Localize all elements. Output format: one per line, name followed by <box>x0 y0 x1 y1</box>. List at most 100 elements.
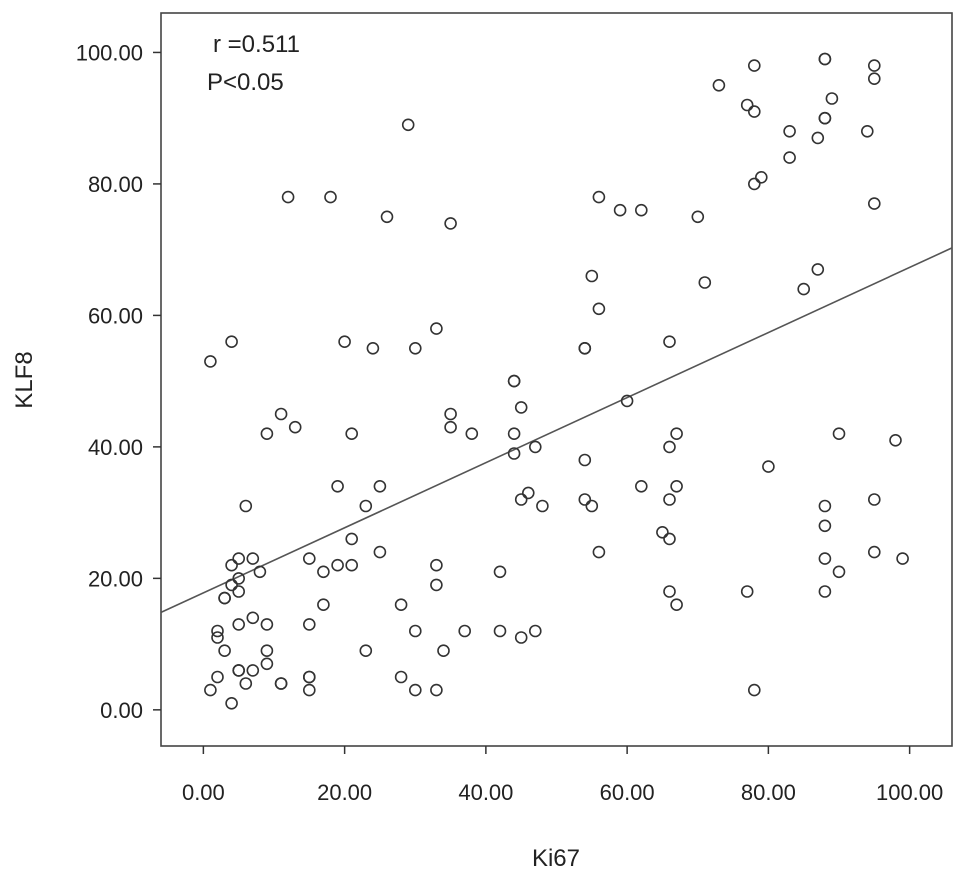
data-point-11 <box>225 558 238 572</box>
data-point-55 <box>401 118 415 132</box>
data-point-89 <box>592 302 606 316</box>
data-point-49 <box>366 341 380 355</box>
data-point-100 <box>663 335 676 349</box>
data-point-115 <box>783 151 796 164</box>
data-point-130 <box>832 427 846 441</box>
data-point-35 <box>302 670 316 684</box>
data-point-51 <box>373 479 387 493</box>
data-point-77 <box>514 401 528 414</box>
data-point-3 <box>211 670 224 684</box>
data-point-129 <box>832 565 846 579</box>
data-point-137 <box>889 433 902 447</box>
data-point-66 <box>444 217 457 230</box>
data-point-117 <box>797 282 811 296</box>
x-tick-label-2: 40.00 <box>458 780 513 805</box>
data-point-41 <box>331 558 344 572</box>
data-point-10 <box>225 578 238 592</box>
data-point-30 <box>274 407 288 421</box>
data-point-121 <box>818 552 832 565</box>
data-point-20 <box>246 664 260 677</box>
data-point-53 <box>394 670 408 684</box>
data-point-0 <box>204 355 217 368</box>
data-point-5 <box>211 624 224 638</box>
data-point-54 <box>394 598 408 612</box>
data-point-62 <box>430 322 443 335</box>
y-tick-label-4: 80.00 <box>88 172 143 197</box>
data-point-31 <box>281 190 295 204</box>
data-point-102 <box>670 479 683 493</box>
data-point-57 <box>408 624 422 638</box>
data-point-92 <box>620 394 634 408</box>
x-tick-label-1: 20.00 <box>317 780 372 805</box>
data-point-8 <box>218 591 231 605</box>
data-point-79 <box>528 624 542 638</box>
data-point-70 <box>493 565 507 579</box>
data-point-4 <box>211 631 224 644</box>
data-point-29 <box>274 677 288 690</box>
data-point-114 <box>762 460 775 473</box>
plot-frame <box>160 12 953 747</box>
data-point-58 <box>408 341 422 355</box>
data-point-25 <box>260 644 274 658</box>
points-layer <box>204 52 909 710</box>
annotation-p: P<0.05 <box>207 69 284 96</box>
data-point-63 <box>437 644 450 658</box>
data-point-61 <box>430 558 443 572</box>
data-point-32 <box>288 420 302 434</box>
data-point-133 <box>867 493 881 506</box>
data-point-21 <box>246 611 260 625</box>
data-point-6 <box>218 644 231 658</box>
data-point-90 <box>592 190 606 204</box>
x-axis-label: Ki67 <box>532 845 580 872</box>
data-point-33 <box>302 683 316 697</box>
data-point-111 <box>747 105 761 118</box>
data-point-107 <box>740 585 754 598</box>
data-point-94 <box>634 203 648 217</box>
data-point-43 <box>338 335 351 349</box>
data-point-64 <box>444 420 457 434</box>
y-axis-label: KLF8 <box>11 351 38 408</box>
data-point-65 <box>444 407 457 421</box>
data-point-50 <box>373 545 387 559</box>
data-point-96 <box>663 585 676 598</box>
data-point-45 <box>345 532 359 546</box>
data-point-15 <box>232 585 245 598</box>
data-point-2 <box>204 683 217 697</box>
data-point-113 <box>754 171 768 184</box>
y-tick-label-2: 40.00 <box>88 435 143 460</box>
data-point-14 <box>232 618 245 631</box>
data-point-132 <box>867 545 881 559</box>
data-point-42 <box>331 479 344 493</box>
x-tick-label-4: 80.00 <box>741 780 796 805</box>
data-point-23 <box>253 565 267 579</box>
data-point-47 <box>359 644 373 658</box>
data-point-109 <box>747 683 761 697</box>
data-point-88 <box>592 545 606 559</box>
data-point-18 <box>239 677 253 690</box>
data-point-123 <box>818 499 832 513</box>
data-point-17 <box>232 552 245 565</box>
y-axis: 0.00 20.00 40.00 60.00 80.00 100.00 <box>76 40 161 723</box>
data-point-87 <box>585 269 599 283</box>
data-point-93 <box>634 479 648 493</box>
data-point-127 <box>818 52 832 66</box>
data-point-136 <box>867 59 881 72</box>
data-point-95 <box>656 525 669 539</box>
data-point-98 <box>663 493 676 506</box>
data-point-76 <box>514 493 528 506</box>
data-point-48 <box>359 499 373 513</box>
data-point-52 <box>380 210 394 224</box>
data-point-97 <box>663 532 676 546</box>
data-point-85 <box>578 341 592 355</box>
data-point-44 <box>345 558 359 572</box>
y-tick-label-5: 100.00 <box>76 40 143 65</box>
data-point-116 <box>783 125 796 138</box>
data-point-36 <box>302 618 316 631</box>
data-point-1 <box>225 335 238 349</box>
data-point-83 <box>578 453 592 467</box>
data-point-56 <box>408 683 422 697</box>
data-point-40 <box>324 190 337 204</box>
x-tick-label-3: 60.00 <box>600 780 655 805</box>
data-point-131 <box>860 125 874 138</box>
